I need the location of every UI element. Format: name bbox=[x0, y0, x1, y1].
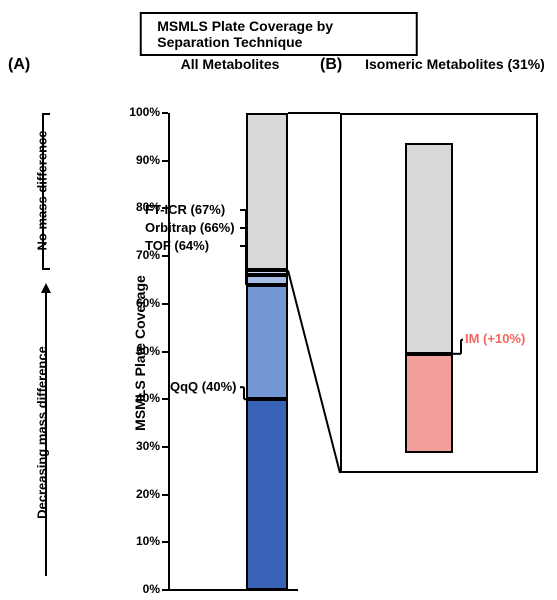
panel-a-subtitle: All Metabolites bbox=[150, 56, 310, 72]
callout-label-im: IM (+10%) bbox=[465, 331, 525, 346]
bar-segment bbox=[246, 285, 288, 399]
ytick-label: 30% bbox=[120, 439, 160, 453]
callout-label: FT-ICR (67%) bbox=[145, 202, 225, 217]
side-label-upper: No mass difference bbox=[35, 111, 50, 271]
bar-segment bbox=[246, 113, 288, 270]
bar-segment bbox=[405, 143, 453, 354]
chart-title: MSMLS Plate Coverage by Separation Techn… bbox=[139, 12, 418, 56]
ytick-label: 100% bbox=[120, 105, 160, 119]
bar-segment bbox=[246, 275, 288, 285]
ytick-label: 90% bbox=[120, 153, 160, 167]
panel-b-subtitle: Isomeric Metabolites (31%) bbox=[360, 56, 550, 72]
callout-label: Orbitrap (66%) bbox=[145, 220, 235, 235]
bar-segment bbox=[246, 399, 288, 590]
arrow-head-icon bbox=[41, 283, 51, 293]
callout-label: TOF (64%) bbox=[145, 238, 209, 253]
ytick-label: 10% bbox=[120, 534, 160, 548]
ytick-label: 50% bbox=[120, 344, 160, 358]
ytick-label: 0% bbox=[120, 582, 160, 596]
side-label-lower: Decreasing mass difference bbox=[35, 323, 50, 543]
panel-b-label: (B) bbox=[320, 56, 342, 74]
ytick-label: 60% bbox=[120, 296, 160, 310]
panel-a-label: (A) bbox=[8, 56, 30, 74]
ytick-label: 20% bbox=[120, 487, 160, 501]
callout-label: QqQ (40%) bbox=[170, 379, 236, 394]
ytick-label: 40% bbox=[120, 391, 160, 405]
bar-segment bbox=[405, 354, 453, 453]
bar-segment bbox=[246, 270, 288, 275]
